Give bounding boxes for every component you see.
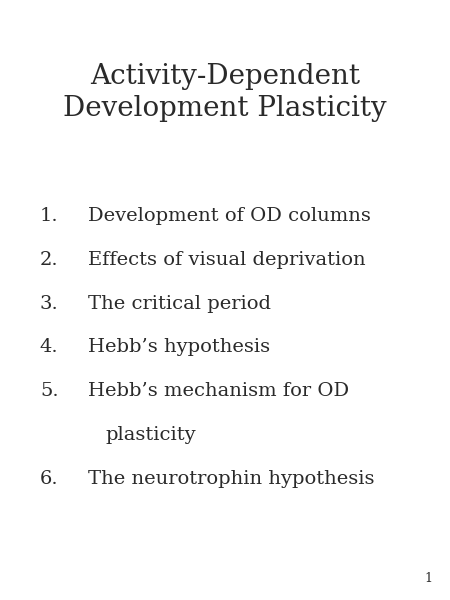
Text: Effects of visual deprivation: Effects of visual deprivation <box>88 251 365 269</box>
Text: plasticity: plasticity <box>106 426 196 444</box>
Text: Hebb’s mechanism for OD: Hebb’s mechanism for OD <box>88 382 349 400</box>
Text: 5.: 5. <box>40 382 58 400</box>
Text: Hebb’s hypothesis: Hebb’s hypothesis <box>88 338 270 356</box>
Text: The critical period: The critical period <box>88 295 271 313</box>
Text: Activity-Dependent
Development Plasticity: Activity-Dependent Development Plasticit… <box>63 63 387 122</box>
Text: 1: 1 <box>424 572 432 585</box>
Text: 1.: 1. <box>40 207 58 225</box>
Text: 2.: 2. <box>40 251 58 269</box>
Text: 6.: 6. <box>40 470 58 488</box>
Text: The neurotrophin hypothesis: The neurotrophin hypothesis <box>88 470 374 488</box>
Text: Development of OD columns: Development of OD columns <box>88 207 371 225</box>
Text: 4.: 4. <box>40 338 58 356</box>
Text: 3.: 3. <box>40 295 58 313</box>
